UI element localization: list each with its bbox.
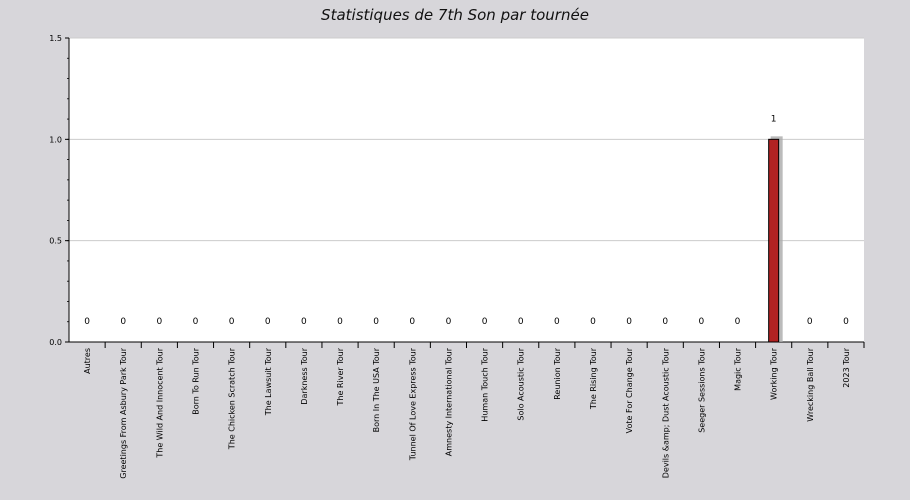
x-tick-label: Greetings From Asbury Park Tour	[119, 347, 128, 478]
data-label: 0	[807, 317, 813, 327]
data-label: 0	[662, 317, 668, 327]
x-tick-label: Human Touch Tour	[481, 347, 490, 421]
data-label: 0	[626, 317, 632, 327]
bar	[768, 138, 780, 343]
x-tick-label: Wrecking Ball Tour	[806, 347, 815, 421]
x-tick-label: The Rising Tour	[589, 347, 598, 410]
x-tick-label: Magic Tour	[734, 347, 743, 391]
x-tick-label: Autres	[83, 348, 92, 374]
data-label: 0	[193, 317, 199, 327]
data-label: 0	[265, 317, 271, 327]
data-label: 0	[518, 317, 524, 327]
data-label: 0	[337, 317, 343, 327]
data-label: 0	[843, 317, 849, 327]
data-label: 0	[554, 317, 560, 327]
x-tick-label: Seeger Sessions Tour	[697, 347, 706, 432]
data-label: 0	[409, 317, 415, 327]
data-label: 0	[301, 317, 307, 327]
x-tick-label: Solo Acoustic Tour	[517, 347, 526, 420]
x-tick-label: Amnesty International Tour	[444, 347, 453, 456]
data-label: 0	[84, 317, 90, 327]
data-label: 0	[590, 317, 596, 327]
data-label: 0	[156, 317, 162, 327]
data-label: 0	[120, 317, 126, 327]
x-tick-label: The Chicken Scratch Tour	[228, 347, 237, 450]
x-tick-label: Reunion Tour	[553, 347, 562, 399]
x-tick-label: Devils &amp; Dust Acoustic Tour	[661, 347, 670, 478]
data-label: 0	[699, 317, 705, 327]
y-tick-label: 0.0	[49, 338, 62, 347]
data-label: 0	[482, 317, 488, 327]
data-label: 1	[771, 114, 777, 124]
data-label: 0	[446, 317, 452, 327]
y-tick-label: 1.5	[49, 34, 62, 43]
x-tick-label: Darkness Tour	[300, 347, 309, 404]
x-tick-label: The Wild And Innocent Tour	[155, 347, 164, 458]
x-tick-label: Born In The USA Tour	[372, 347, 381, 432]
chart-title: Statistiques de 7th Son par tournée	[321, 6, 589, 24]
x-tick-label: Tunnel Of Love Express Tour	[408, 347, 417, 461]
y-tick-label: 0.5	[49, 237, 62, 246]
x-tick-label: 2023 Tour	[842, 347, 851, 387]
data-label: 0	[735, 317, 741, 327]
x-tick-label: Working Tour	[770, 347, 779, 400]
data-label: 0	[373, 317, 379, 327]
x-tick-label: Vote For Change Tour	[625, 347, 634, 433]
plot-area	[69, 38, 864, 342]
x-tick-label: The River Tour	[336, 347, 345, 406]
x-tick-label: The Lawsuit Tour	[264, 347, 273, 416]
x-tick-label: Born To Run Tour	[191, 347, 200, 414]
y-tick-label: 1.0	[49, 135, 62, 144]
data-label: 0	[229, 317, 235, 327]
